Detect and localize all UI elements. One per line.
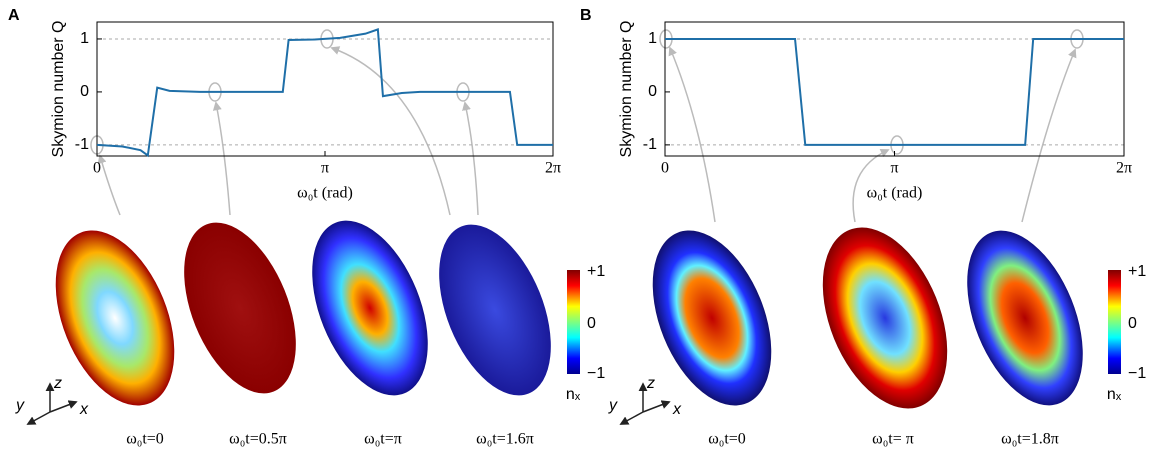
caption: ω₀t=π [364,431,402,448]
y-axis-label: Skymion number Q [50,21,67,158]
colorbar-tick-label: −1 [587,365,605,382]
axis-letter: x [79,401,89,418]
spin-texture [312,220,428,396]
x-tick-label: 0 [93,160,101,177]
colorbar-tick-label: +1 [587,263,605,280]
colorbar-tick-label: −1 [1128,365,1146,382]
x-tick-label: 2π [1116,160,1132,177]
axis-letter: x [672,401,682,418]
spin-texture [184,222,296,394]
colorbar-tick-label: +1 [1128,263,1146,280]
x-axis-label: ω₀t (rad) [297,185,353,202]
axis-arrow [619,411,644,425]
annotations [90,29,1084,223]
colorbar-tick-label: 0 [1128,315,1137,332]
caption: ω₀t=0 [708,431,746,448]
axis-letter: z [646,375,655,392]
y-tick-label: 1 [80,30,89,47]
caption: ω₀t=0.5π [229,431,287,448]
data-line [96,28,553,158]
data-line [665,37,1124,146]
x-tick-label: 2π [545,160,561,177]
y-tick-label: -1 [75,136,89,153]
caption: ω₀t=1.8π [1001,431,1059,448]
axis-letter: z [53,375,62,392]
spin-texture [55,230,175,406]
caption: ω₀t=1.6π [476,431,534,448]
spin-texture [439,224,551,396]
spin-texture [967,230,1083,406]
colorbar [1108,270,1121,374]
axis-arrow [642,400,671,413]
colorbar-label: nₓ [1107,386,1122,403]
colorbar [567,270,580,374]
x-axis-label: ω₀t (rad) [867,185,923,202]
y-tick-label: 1 [648,30,657,47]
x-tick-label: π [321,160,329,177]
spin-texture [822,227,948,409]
axis-arrow [49,400,78,413]
caption: ω₀t=0 [126,431,164,448]
x-tick-label: 0 [661,160,669,177]
y-tick-label: -1 [643,136,657,153]
images [55,220,1083,409]
colorbar-label: nₓ [566,386,581,403]
y-axis-label: Skymion number Q [618,21,635,158]
y-tick-label: 0 [80,83,89,100]
axis-letter: y [608,397,618,414]
colorbar-tick-label: 0 [587,315,596,332]
panel-label: A [8,7,20,24]
x-tick-label: π [890,160,898,177]
spin-texture [652,230,772,406]
caption: ω₀t= π [872,431,914,448]
y-tick-label: 0 [648,83,657,100]
axis-arrow [26,411,51,425]
panel-label: B [580,7,592,24]
axis-letter: y [15,397,25,414]
